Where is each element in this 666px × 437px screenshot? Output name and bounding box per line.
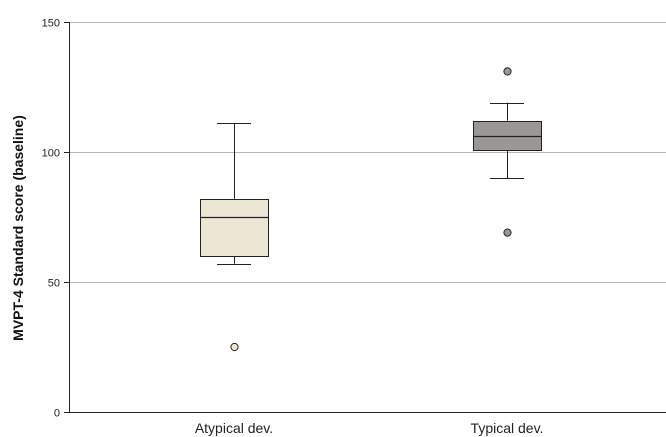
gridlines — [69, 22, 666, 283]
outlier-point — [230, 342, 239, 352]
box-group — [473, 67, 542, 237]
x-category-label: Typical dev. — [471, 420, 544, 436]
boxes — [200, 67, 542, 352]
y-tick-labels: 0 50 100 150 — [42, 18, 60, 420]
y-tick-label: 50 — [48, 278, 60, 290]
box-group — [200, 123, 269, 352]
outlier-point — [503, 67, 512, 76]
x-category-label: Atypical dev. — [195, 420, 273, 436]
y-tick-label: 100 — [42, 148, 60, 160]
y-tick-label: 0 — [54, 408, 60, 420]
outlier-point — [503, 228, 512, 237]
y-axis-title: MVPT-4 Standard score (baseline) — [10, 115, 26, 341]
y-tick-label: 150 — [42, 18, 60, 30]
category-labels: Atypical dev. Typical dev. — [195, 420, 544, 436]
axes — [64, 22, 666, 413]
box-iqr — [200, 199, 269, 257]
